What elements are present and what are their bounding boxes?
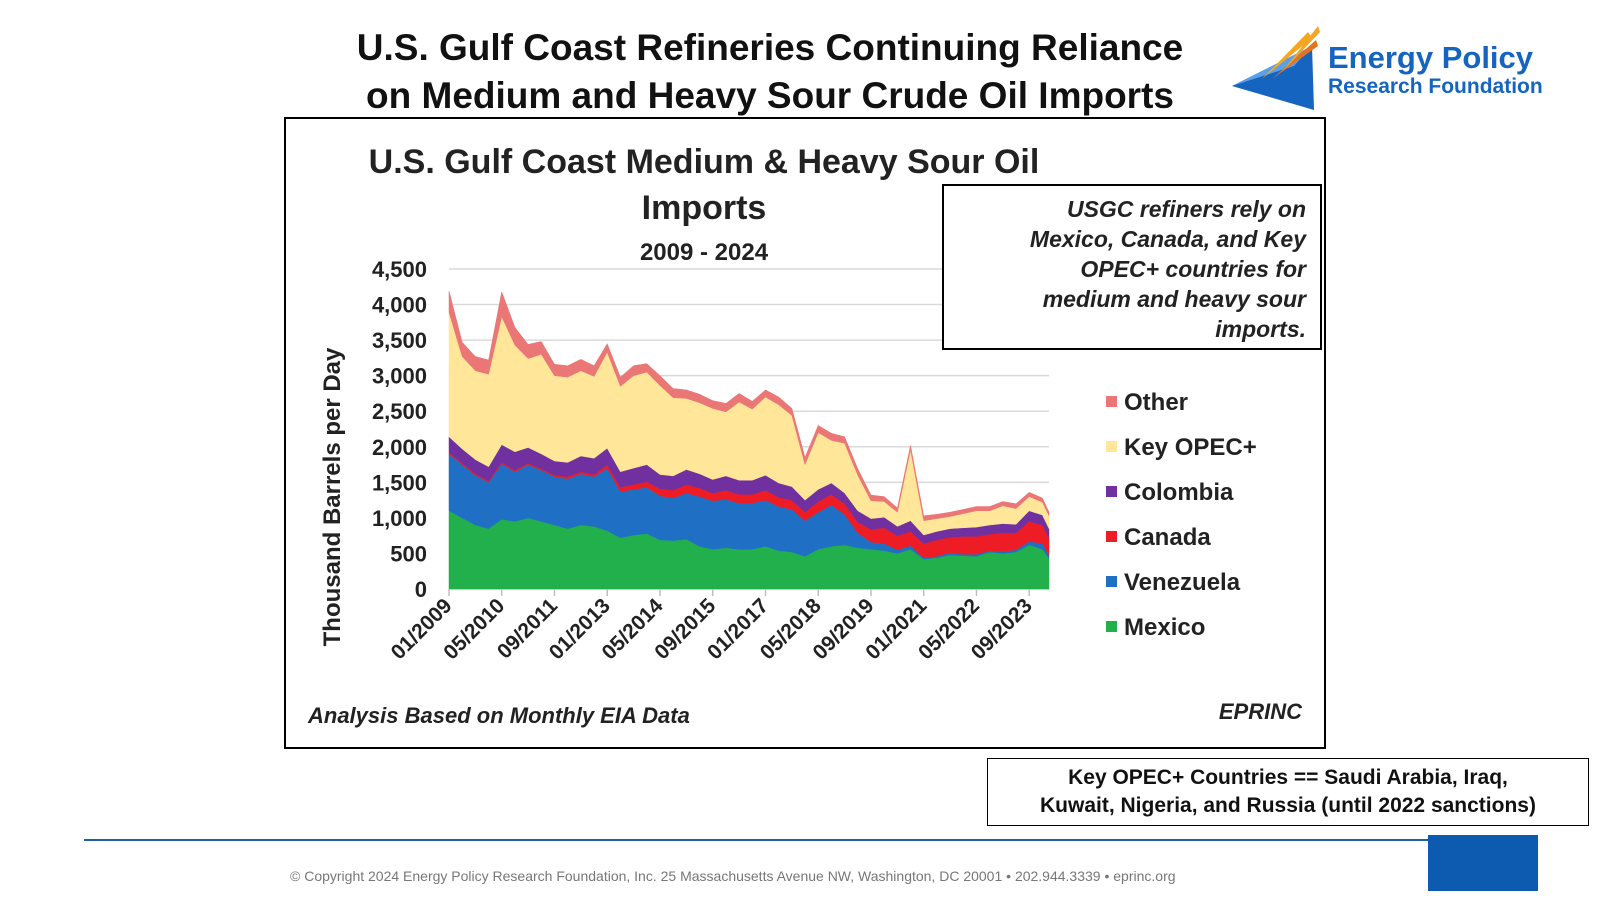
eprinc-label: EPRINC (1219, 699, 1303, 724)
note-line2: Kuwait, Nigeria, and Russia (until 2022 … (1040, 794, 1536, 817)
area-series-group (448, 290, 1050, 590)
opec-countries-note: Key OPEC+ Countries == Saudi Arabia, Ira… (987, 758, 1589, 826)
callout-line: OPEC+ countries for (1080, 256, 1306, 282)
copyright-footer: © Copyright 2024 Energy Policy Research … (290, 868, 1176, 884)
y-axis-label: Thousand Barrels per Day (319, 347, 346, 646)
slide-title: U.S. Gulf Coast Refineries Continuing Re… (300, 24, 1240, 120)
y-tick-label: 1,500 (372, 470, 427, 495)
legend-swatch (1106, 531, 1117, 542)
callout-line: imports. (1215, 316, 1306, 342)
y-tick-label: 0 (415, 577, 427, 602)
chart-subtitle: 2009 - 2024 (640, 239, 769, 266)
legend-label: Canada (1124, 524, 1211, 551)
chart-legend: Other Key OPEC+ Colombia Canada Venezuela Mex… (1106, 389, 1257, 641)
area-series-other (448, 290, 1050, 521)
y-tick-label: 3,500 (372, 328, 427, 353)
chart-title-line2: Imports (642, 189, 767, 227)
legend-swatch (1106, 621, 1117, 632)
legend-swatch (1106, 576, 1117, 587)
eprf-logo: Energy Policy Research Foundation (1232, 24, 1592, 114)
y-axis-ticks: 0 500 1,000 1,500 2,000 2,500 3,000 3,500 4,000 4… (372, 257, 427, 602)
legend-label: Colombia (1124, 479, 1234, 506)
callout-line: Mexico, Canada, and Key (1029, 226, 1306, 252)
corner-accent-block (1428, 835, 1538, 891)
chart-frame: U.S. Gulf Coast Medium & Heavy Sour Oil … (284, 117, 1326, 749)
note-line1: Key OPEC+ Countries == Saudi Arabia, Ira… (1068, 766, 1508, 789)
legend-label: Key OPEC+ (1124, 434, 1257, 461)
y-tick-label: 3,000 (372, 364, 427, 389)
chart-title-line1: U.S. Gulf Coast Medium & Heavy Sour Oil (369, 143, 1040, 181)
legend-label: Venezuela (1124, 569, 1241, 596)
y-tick-label: 2,000 (372, 435, 427, 460)
legend-swatch (1106, 441, 1117, 452)
logo-line1: Energy Policy (1328, 40, 1534, 75)
legend-label: Mexico (1124, 614, 1205, 641)
callout-line: medium and heavy sour (1042, 286, 1306, 312)
y-tick-label: 2,500 (372, 399, 427, 424)
logo-mark-icon (1232, 26, 1320, 110)
y-tick-label: 4,500 (372, 257, 427, 282)
legend-swatch (1106, 396, 1117, 407)
legend-label: Other (1124, 389, 1188, 416)
y-tick-label: 4,000 (372, 293, 427, 318)
logo-wordmark: Energy Policy Research Foundation (1328, 42, 1543, 97)
footer-divider (84, 839, 1536, 841)
y-tick-label: 500 (390, 541, 427, 566)
logo-line2: Research Foundation (1328, 75, 1543, 98)
slide-title-line2: on Medium and Heavy Sour Crude Oil Impor… (366, 75, 1174, 116)
slide-title-line1: U.S. Gulf Coast Refineries Continuing Re… (356, 27, 1184, 68)
legend-swatch (1106, 486, 1117, 497)
y-tick-label: 1,000 (372, 506, 427, 531)
x-axis-ticks: 01/200905/201009/201101/201305/201409/20… (387, 589, 1037, 664)
source-note: Analysis Based on Monthly EIA Data (307, 703, 690, 728)
callout-line: USGC refiners rely on (1066, 196, 1306, 222)
callout-box: USGC refiners rely on Mexico, Canada, an… (942, 184, 1322, 350)
